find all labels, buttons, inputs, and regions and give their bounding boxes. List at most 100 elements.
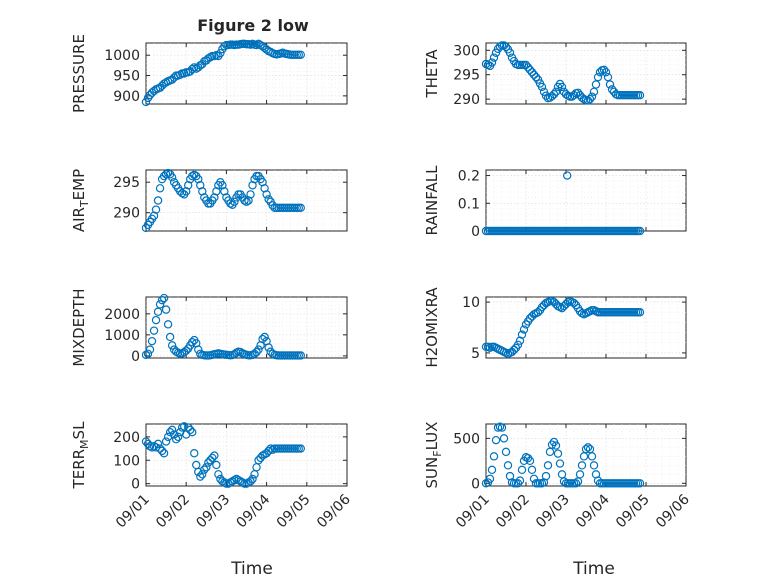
y-axis-label: AIRTEMP <box>70 169 91 232</box>
subplot-sun-flux: 0 500 09/01 09/02 09/03 09/04 09/05 09/06 SUNFLU… <box>423 422 693 532</box>
subplot-air-temp: 290 295 AIRTEMP <box>70 169 348 232</box>
data-point <box>541 91 551 100</box>
data-point <box>155 300 165 309</box>
data-point <box>254 345 263 354</box>
data-point <box>153 307 163 316</box>
data-point <box>141 97 151 107</box>
data-point <box>220 478 229 487</box>
data-point <box>226 199 235 208</box>
data-point <box>525 456 535 466</box>
data-point <box>161 437 171 446</box>
data-point <box>194 345 203 354</box>
y-tick-label: 100 <box>113 453 140 469</box>
y-tick-label: 2000 <box>104 307 140 323</box>
data-point <box>198 470 207 479</box>
y-tick-label: 290 <box>453 92 480 108</box>
data-point <box>228 477 237 486</box>
data-point <box>143 349 153 358</box>
data-point <box>246 190 255 199</box>
data-point <box>234 475 243 485</box>
data-point <box>537 82 547 92</box>
y-axis-label: THETA <box>423 49 441 99</box>
data-point <box>214 470 223 479</box>
data-point <box>208 453 217 463</box>
data-point <box>206 53 215 62</box>
data-point <box>157 295 167 305</box>
x-tick-label: 09/06 <box>314 491 354 531</box>
data-point <box>551 441 561 450</box>
subplot-terr-msl: 0 100 200 09/01 09/02 09/03 09/04 09/05 09/06 TER… <box>70 421 354 531</box>
data-point <box>216 48 225 58</box>
data-point <box>147 336 157 346</box>
y-tick-label: 0 <box>131 349 140 365</box>
data-point <box>501 42 511 52</box>
data-point <box>577 461 587 470</box>
x-tick-label: 09/06 <box>653 491 693 531</box>
x-tick-label: 09/05 <box>613 492 653 532</box>
data-point <box>509 345 519 355</box>
data-point <box>505 48 515 57</box>
data-point <box>230 475 239 485</box>
data-point <box>539 87 549 97</box>
data-point <box>171 435 181 444</box>
data-point <box>220 42 229 51</box>
axes-frame <box>145 169 348 232</box>
data-point <box>527 465 537 475</box>
data-point <box>165 332 175 342</box>
data-point <box>587 452 597 461</box>
data-point <box>563 171 572 180</box>
data-point <box>151 315 161 325</box>
data-point <box>161 305 171 314</box>
data-point <box>266 444 275 453</box>
data-point <box>503 461 513 470</box>
data-point <box>149 326 159 335</box>
data-point <box>210 451 219 460</box>
data-point <box>264 195 273 204</box>
data-point <box>212 460 221 470</box>
x-axis-label-left: Time <box>230 559 273 579</box>
data-point <box>501 447 511 457</box>
data-point <box>553 449 563 458</box>
y-tick-label: 950 <box>113 69 140 85</box>
y-tick-label: 300 <box>453 43 480 59</box>
data-point <box>487 58 497 67</box>
data-point <box>487 465 497 475</box>
data-point <box>585 94 595 104</box>
data-point <box>491 435 501 445</box>
data-point <box>151 205 161 214</box>
data-point <box>179 422 189 431</box>
y-axis-label: MIXDEPTH <box>70 288 88 366</box>
data-point <box>224 479 233 488</box>
y-axis-label: PRESSURE <box>70 34 88 113</box>
data-point <box>159 449 169 458</box>
data-point <box>202 463 211 472</box>
data-point <box>587 92 597 101</box>
data-point <box>179 69 189 78</box>
subplot-h2omixra: 5 10 H2OMIXRA <box>423 287 687 368</box>
data-point <box>232 474 241 484</box>
data-point <box>557 82 567 92</box>
y-tick-label: 1000 <box>104 328 140 344</box>
data-point <box>635 479 645 488</box>
y-axis-label: RAINFALL <box>423 165 441 236</box>
data-point <box>190 63 199 72</box>
data-point <box>258 334 267 344</box>
data-point <box>155 184 165 193</box>
data-point <box>603 72 613 82</box>
data-point <box>593 72 603 82</box>
data-point <box>260 332 269 342</box>
data-point <box>196 472 205 481</box>
y-axis-label: SUNFLUX <box>423 422 444 489</box>
data-point <box>517 465 527 475</box>
data-point <box>513 340 523 349</box>
data-point <box>599 65 609 75</box>
axes-frame <box>485 296 687 359</box>
y-tick-label: 0.2 <box>458 169 480 185</box>
data-point <box>188 64 197 74</box>
data-point <box>296 50 305 59</box>
subplot-mixdepth: 0 1000 2000 MIXDEPTH <box>70 288 348 367</box>
data-point <box>177 188 187 198</box>
data-point <box>605 80 615 89</box>
data-point <box>485 474 495 484</box>
